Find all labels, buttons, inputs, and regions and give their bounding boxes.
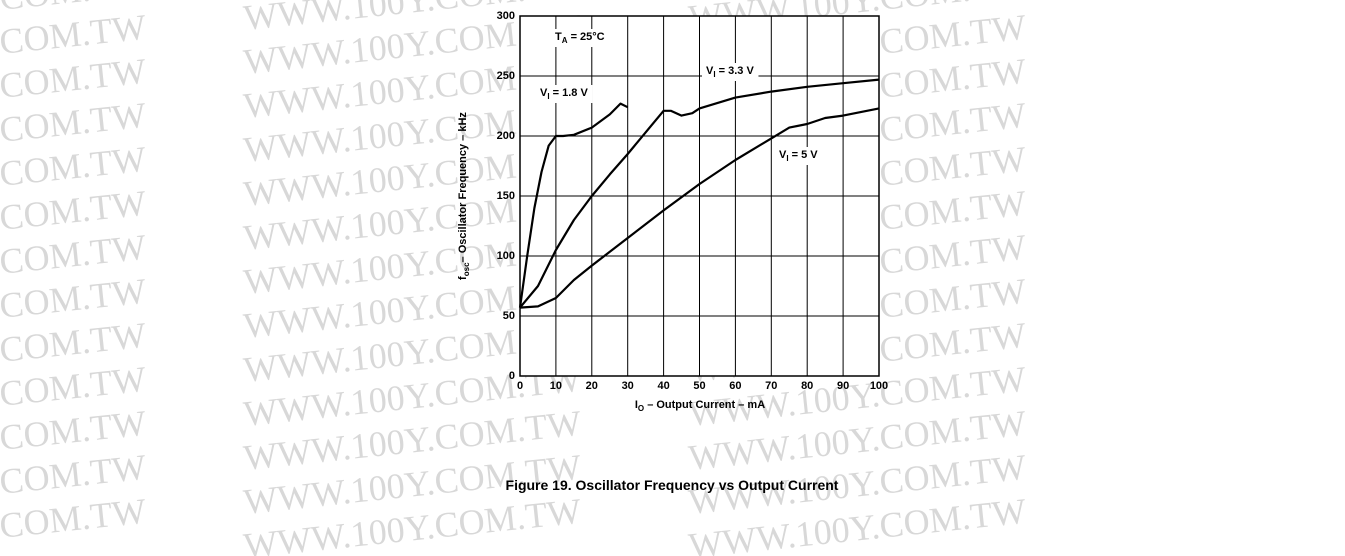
- x-tick-label: 80: [801, 380, 813, 392]
- y-axis-label: fosc– Oscillator Frequency – kHz: [457, 112, 471, 280]
- y-tick-label: 300: [497, 10, 515, 22]
- plot-frame: [519, 15, 880, 377]
- subscript: O: [638, 404, 644, 413]
- y-tick-label: 250: [497, 70, 515, 82]
- x-tick-label: 10: [550, 380, 562, 392]
- y-tick-label: 150: [497, 190, 515, 202]
- series-label: VI = 1.8 V: [540, 87, 588, 101]
- subscript: A: [562, 36, 568, 45]
- y-tick-label: 50: [503, 310, 515, 322]
- y-tick-label: 100: [497, 250, 515, 262]
- subscript: I: [786, 154, 788, 163]
- x-axis-label: IO – Output Current – mA: [635, 399, 765, 413]
- series-label: VI = 3.3 V: [706, 65, 754, 79]
- text-part: = 1.8 V: [550, 87, 589, 99]
- label-background: [775, 147, 823, 165]
- x-tick-label: 0: [517, 380, 523, 392]
- series-line: [518, 102, 629, 308]
- x-tick-label: 60: [729, 380, 741, 392]
- x-tick-label: 100: [870, 380, 888, 392]
- chart: 0 50 100 150 200 250 300 0 10 20 30 40 50 60 70 80 90 100…: [457, 10, 888, 413]
- y-tick-label: 0: [509, 370, 515, 382]
- annotation: TA = 25°C: [555, 31, 605, 45]
- series-label: VI = 5 V: [779, 149, 818, 163]
- text-part: V: [540, 87, 548, 99]
- series-line: [519, 78, 880, 309]
- x-tick-label: 90: [837, 380, 849, 392]
- text-part: V: [779, 149, 787, 161]
- x-tick-label: 20: [586, 380, 598, 392]
- caption: Figure 19. Oscillator Frequency vs Outpu…: [506, 477, 839, 493]
- text-part: f: [457, 276, 469, 280]
- x-tick-label: 70: [765, 380, 777, 392]
- series-line: [519, 107, 880, 309]
- x-tick-label: 30: [622, 380, 634, 392]
- text-part: = 25°C: [568, 31, 605, 43]
- x-tick-label: 50: [693, 380, 705, 392]
- x-tick-label: 40: [657, 380, 669, 392]
- subscript: I: [713, 70, 715, 79]
- label-background: [551, 29, 609, 47]
- text-part: T: [555, 31, 562, 43]
- label-background: [702, 63, 759, 81]
- text-part: = 3.3 V: [716, 65, 755, 77]
- label-background: [536, 85, 593, 103]
- text-part: V: [706, 65, 714, 77]
- subscript: osc: [462, 262, 471, 276]
- y-tick-label: 200: [497, 130, 515, 142]
- watermark: WWW.100Y.COM.TW: [0, 491, 148, 556]
- text-part: – Output Current – mA: [644, 399, 765, 411]
- text-part: I: [635, 399, 638, 411]
- subscript: I: [547, 92, 549, 101]
- text-part: = 5 V: [789, 149, 819, 161]
- text-part: – Oscillator Frequency – kHz: [457, 112, 469, 263]
